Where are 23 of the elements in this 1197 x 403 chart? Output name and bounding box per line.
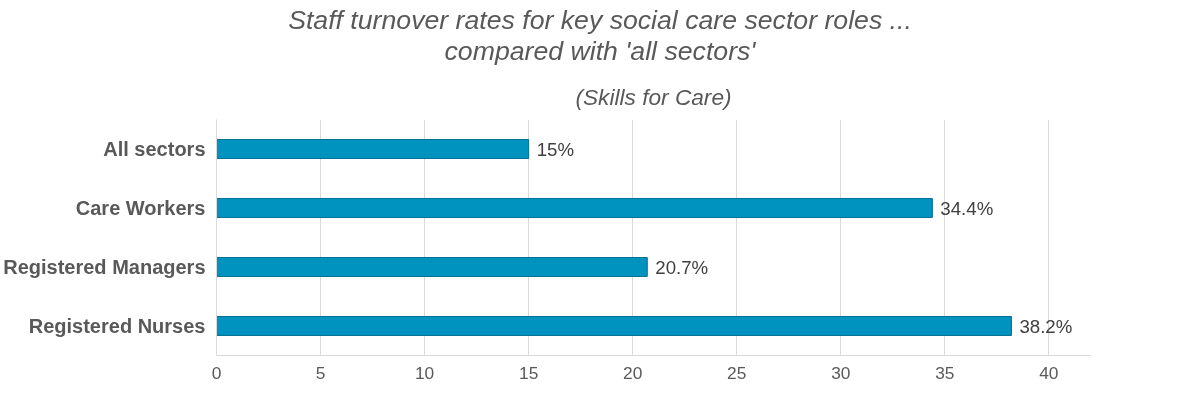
- x-tick-label: 20: [623, 362, 643, 383]
- chart-title: Staff turnover rates for key social care sector roles ... compared with 'all sectors': [287, 5, 913, 67]
- y-tick-label: All sectors: [103, 138, 206, 161]
- y-tick-label: Registered Managers: [3, 256, 206, 279]
- x-tick-label: 40: [1039, 362, 1059, 383]
- x-tick-label: 15: [519, 362, 539, 383]
- y-tick-label: Registered Nurses: [28, 315, 206, 338]
- chart-subtitle: (Skills for Care): [575, 83, 732, 110]
- x-tick-label: 0: [211, 362, 222, 383]
- x-tick-label: 25: [727, 362, 747, 383]
- x-tick-label: 5: [315, 362, 326, 383]
- bar: [216, 257, 648, 278]
- data-label: 34.4%: [940, 198, 994, 220]
- x-tick-label: 10: [414, 362, 435, 383]
- bar: [216, 139, 530, 160]
- y-tick-label: Care Workers: [75, 197, 206, 220]
- bar: [216, 316, 1012, 337]
- x-tick-label: 35: [935, 362, 955, 383]
- data-label: 38.2%: [1019, 316, 1073, 338]
- x-tick-label: 30: [831, 362, 851, 383]
- bar: [216, 198, 933, 219]
- data-label: 15%: [536, 139, 574, 161]
- data-label: 20.7%: [655, 257, 709, 279]
